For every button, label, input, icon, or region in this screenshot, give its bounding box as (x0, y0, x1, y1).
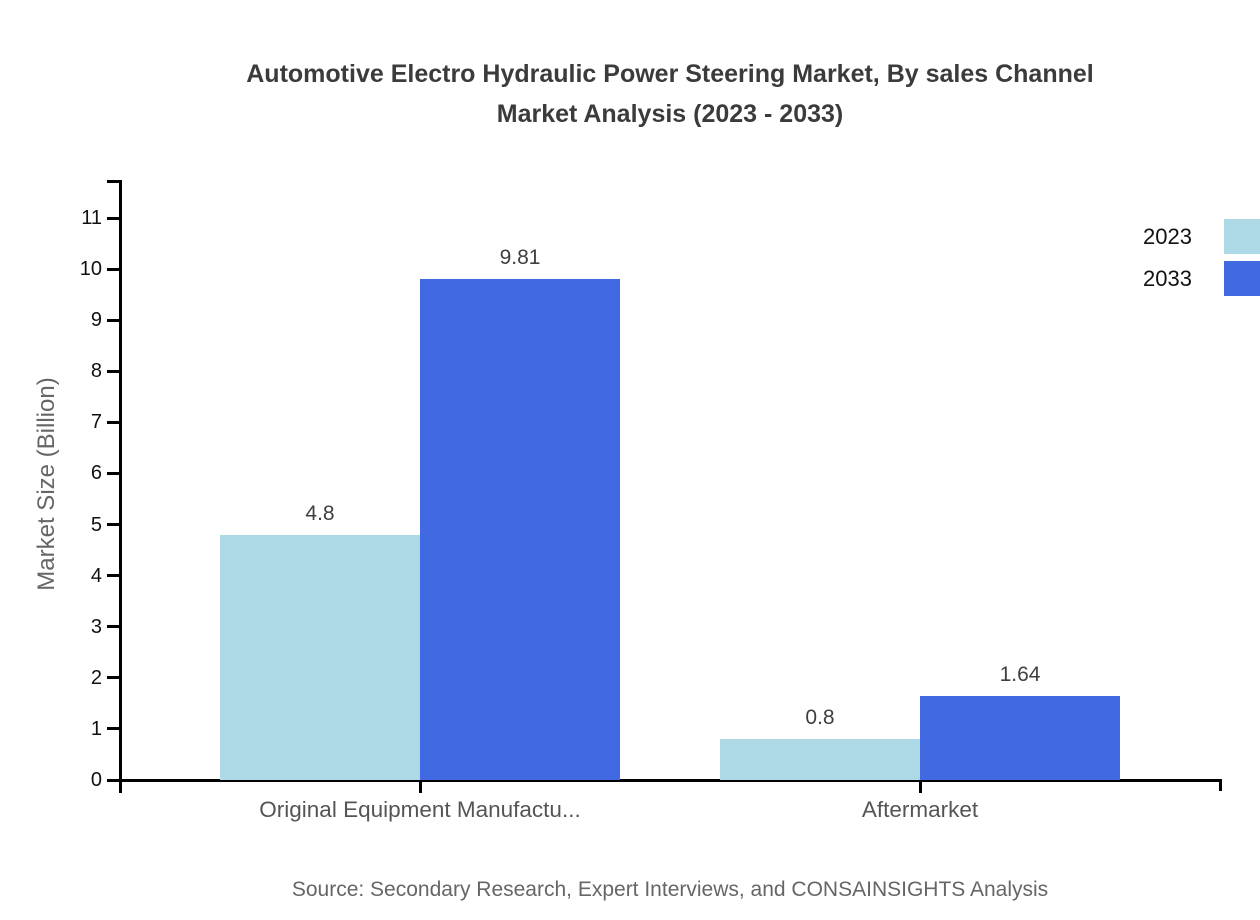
x-category-label-0: Original Equipment Manufactu... (259, 797, 581, 822)
bar-2023-category-1 (720, 739, 920, 780)
chart-title: Automotive Electro Hydraulic Power Steer… (80, 54, 1260, 134)
legend-swatch-2023 (1224, 219, 1260, 254)
y-axis-line (119, 180, 122, 793)
legend-item-2033: 2033 (1143, 261, 1260, 296)
bar-2033-category-1 (920, 696, 1120, 780)
y-tick-label-1: 1 (90, 717, 102, 740)
bar-2023-category-0 (220, 534, 420, 780)
bar-value-label-2023-0: 4.8 (305, 501, 335, 525)
x-axis-line (119, 779, 1222, 782)
x-category-label-1: Aftermarket (861, 797, 979, 822)
y-tick-label-3: 3 (90, 615, 102, 638)
y-tick-9 (107, 318, 119, 322)
y-tick-3 (107, 625, 119, 629)
bar-value-label-2023-1: 0.8 (805, 706, 835, 730)
legend-label-2023: 2023 (1143, 224, 1192, 249)
y-tick-label-7: 7 (90, 411, 102, 434)
legend-label-2033: 2033 (1143, 266, 1192, 291)
y-tick-11 (107, 216, 119, 220)
y-tick-label-2: 2 (90, 666, 102, 689)
y-tick-5 (107, 523, 119, 527)
y-tick-label-10: 10 (79, 258, 102, 281)
x-tick-category-0 (418, 781, 422, 793)
bar-value-label-2033-1: 1.64 (999, 663, 1041, 687)
legend: 2023 2033 (1143, 219, 1260, 303)
y-tick-label-5: 5 (90, 513, 102, 536)
x-tick-category-1 (918, 781, 922, 793)
y-tick-label-11: 11 (81, 207, 102, 229)
chart-title-line1: Automotive Electro Hydraulic Power Steer… (246, 60, 1094, 88)
y-tick-10 (107, 267, 119, 271)
y-tick-7 (107, 420, 119, 424)
y-tick-label-8: 8 (90, 360, 102, 383)
bar-value-label-2033-0: 9.81 (499, 245, 541, 269)
y-tick-label-4: 4 (90, 564, 102, 587)
legend-swatch-2033 (1224, 261, 1260, 296)
y-tick-1 (107, 727, 119, 731)
x-axis-end-tick (1219, 779, 1222, 791)
y-tick-label-6: 6 (90, 462, 102, 485)
legend-item-2023: 2023 (1143, 219, 1260, 254)
bar-2033-category-0 (420, 278, 620, 780)
y-tick-0 (107, 778, 119, 782)
source-text: Source: Secondary Research, Expert Inter… (291, 878, 1049, 901)
y-tick-label-9: 9 (90, 309, 102, 332)
y-axis-end-tick (107, 180, 119, 183)
y-tick-4 (107, 574, 119, 578)
chart-title-line2: Market Analysis (2023 - 2033) (496, 100, 844, 128)
y-tick-2 (107, 676, 119, 680)
y-tick-6 (107, 471, 119, 475)
y-tick-label-0: 0 (90, 769, 102, 791)
y-tick-8 (107, 369, 119, 373)
